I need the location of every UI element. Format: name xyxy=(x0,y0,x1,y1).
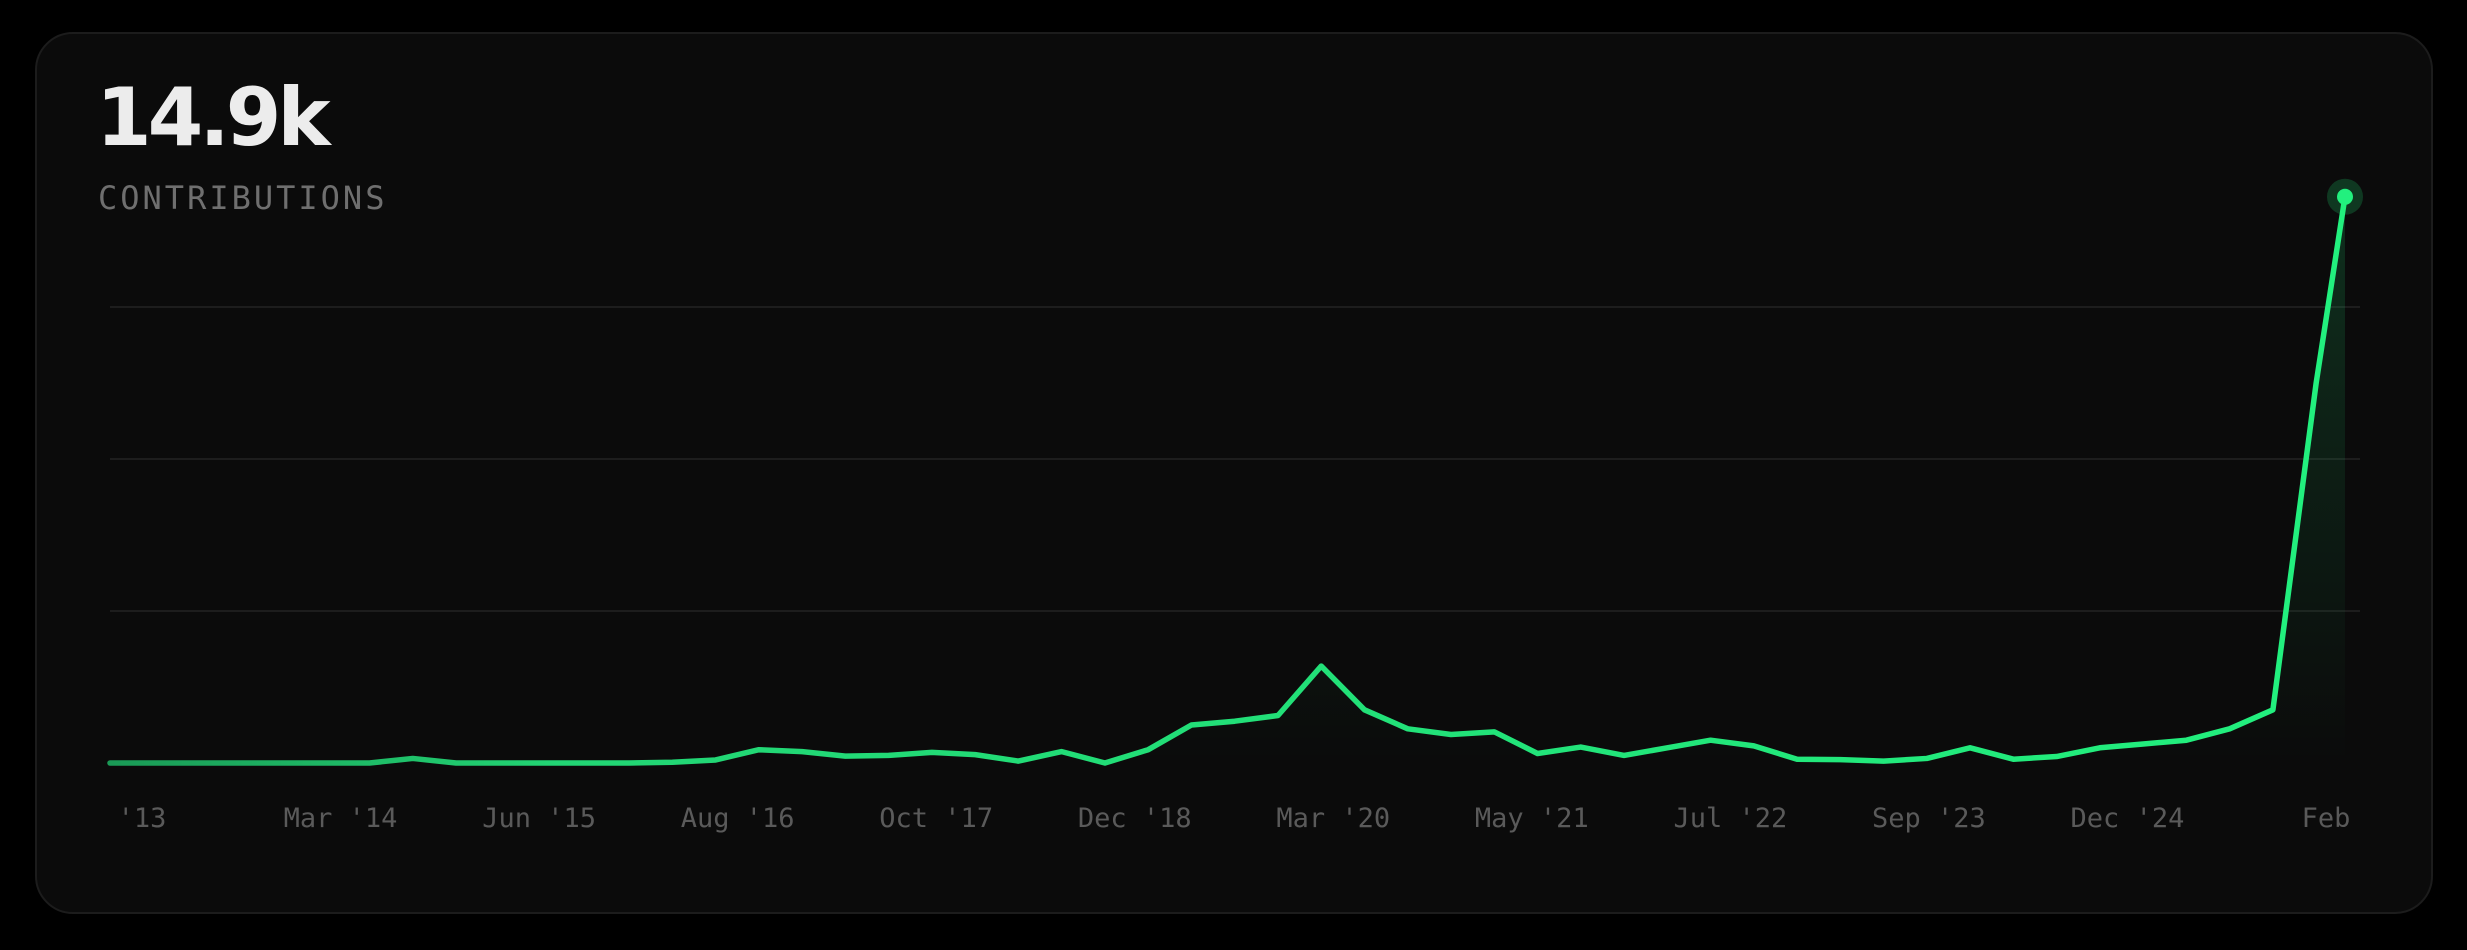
x-tick-label: '13 xyxy=(118,803,167,834)
x-tick-label: Dec '24 xyxy=(2071,803,2185,834)
area-fill-shape xyxy=(110,196,2345,764)
x-tick-label: Jun '15 xyxy=(482,803,596,834)
x-tick-label: Mar '20 xyxy=(1276,803,1390,834)
contributions-card xyxy=(35,32,2433,914)
grid-lines xyxy=(110,306,2360,612)
x-axis-ticks: '13 Mar '14 Jun '15 Aug '16 Oct '17 Dec '18 Ma… xyxy=(118,803,2351,834)
series-line xyxy=(107,194,2348,766)
x-tick-label: Dec '18 xyxy=(1078,803,1192,834)
x-tick-label: Aug '16 xyxy=(681,803,795,834)
x-tick-label: May '21 xyxy=(1475,803,1589,834)
x-tick-label: Mar '14 xyxy=(284,803,398,834)
x-tick-label: Jul '22 xyxy=(1673,803,1787,834)
series-line-layer xyxy=(107,194,2348,766)
contributions-label: CONTRIBUTIONS xyxy=(98,179,388,217)
end-point-marker xyxy=(2337,188,2353,205)
x-tick-label: Feb xyxy=(2302,803,2351,834)
x-tick-label: Sep '23 xyxy=(1872,803,1986,834)
data-points xyxy=(2327,178,2363,215)
area-fill xyxy=(110,196,2345,764)
x-tick-label: Oct '17 xyxy=(879,803,993,834)
total-contributions: 14.9k xyxy=(96,71,331,164)
